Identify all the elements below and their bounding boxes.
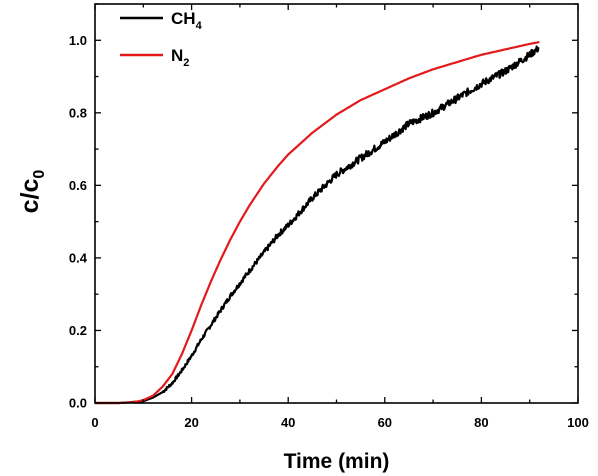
series-line-n2 bbox=[95, 41, 540, 405]
x-axis-label: Time (min) bbox=[284, 450, 390, 473]
x-tick-label: 20 bbox=[184, 415, 198, 430]
legend-label-n2-sub: 2 bbox=[183, 57, 189, 69]
y-axis-label-sub: 0 bbox=[31, 170, 48, 179]
y-tick-label: 0.0 bbox=[69, 396, 87, 411]
x-tick-label: 60 bbox=[378, 415, 392, 430]
x-tick-label: 40 bbox=[281, 415, 295, 430]
series-group bbox=[94, 41, 540, 405]
y-axis-label-base: c/c bbox=[16, 178, 44, 213]
y-axis-label: c/c0 bbox=[16, 170, 48, 214]
y-tick-label: 0.2 bbox=[69, 323, 87, 338]
legend-label-ch4-base: CH bbox=[171, 9, 196, 28]
series-line-ch4 bbox=[94, 45, 540, 405]
x-tick-label: 0 bbox=[91, 415, 98, 430]
legend-label-ch4-sub: 4 bbox=[196, 20, 203, 32]
legend-label-n2: N2 bbox=[171, 46, 189, 69]
y-tick-label: 1.0 bbox=[69, 33, 87, 48]
y-tick-label: 0.6 bbox=[69, 178, 87, 193]
tick-labels: 0 20 40 60 80 100 0.0 0.2 0.4 0.6 0.8 1.0 bbox=[69, 33, 589, 430]
plot-frame bbox=[94, 3, 579, 404]
x-tick-label: 100 bbox=[567, 415, 589, 430]
x-tick-label: 80 bbox=[474, 415, 488, 430]
legend-label-ch4: CH4 bbox=[171, 9, 203, 32]
y-tick-label: 0.4 bbox=[69, 250, 88, 265]
legend: CH4 N2 bbox=[120, 9, 203, 69]
y-tick-label: 0.8 bbox=[69, 105, 87, 120]
axes bbox=[94, 3, 579, 404]
legend-label-n2-base: N bbox=[171, 46, 183, 65]
